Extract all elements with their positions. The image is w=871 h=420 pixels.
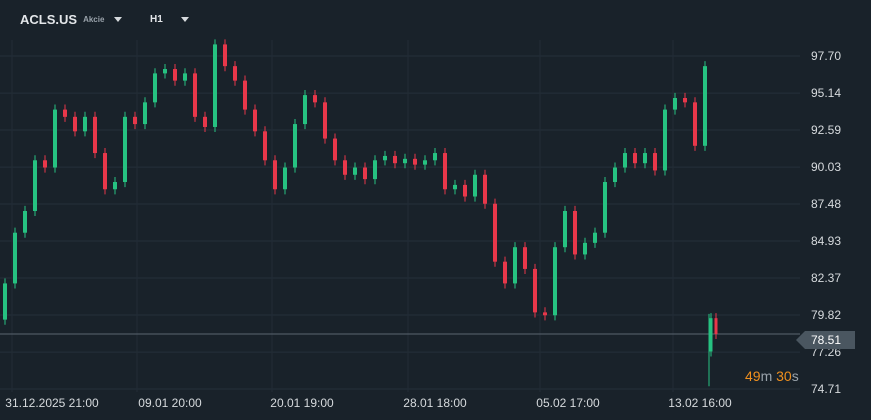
candle-body [313, 95, 317, 103]
candle-body [323, 102, 327, 139]
candle-body [613, 167, 617, 183]
candle-body [153, 73, 157, 103]
instrument-type: Akcie [83, 14, 105, 24]
x-tick-label: 05.02 17:00 [536, 396, 600, 410]
y-tick-label: 82.37 [811, 271, 842, 286]
candle-body [623, 153, 627, 168]
candle-body [293, 124, 297, 168]
candle-body [413, 158, 417, 165]
y-tick-label: 90.03 [811, 160, 842, 175]
candle-body [363, 167, 367, 180]
candle-body [253, 109, 257, 132]
candle-body [563, 210, 567, 248]
chevron-down-icon[interactable] [180, 16, 189, 22]
candle-body [173, 69, 177, 81]
candle-body [633, 153, 637, 164]
candle-body [433, 153, 437, 161]
x-tick-label: 13.02 16:00 [668, 396, 732, 410]
candle-body [709, 318, 713, 352]
candle-body [243, 80, 247, 110]
y-tick-label: 74.71 [811, 382, 842, 396]
x-tick-label: 09.01 20:00 [138, 396, 202, 410]
chevron-down-icon[interactable] [114, 16, 123, 22]
candle-body [653, 153, 657, 171]
candle-body [443, 153, 447, 190]
candle-body [233, 66, 237, 81]
candle-body [103, 153, 107, 190]
candle-body [3, 283, 7, 320]
candle-body [593, 232, 597, 243]
candle-body [663, 109, 667, 171]
candle-body [93, 116, 97, 154]
symbol-name: ACLS.US [20, 11, 78, 27]
candle-body [403, 158, 407, 164]
y-tick-label: 97.70 [811, 49, 842, 63]
candle-body [483, 174, 487, 204]
candle-body [393, 155, 397, 164]
candle-body [714, 318, 718, 334]
candle-body [133, 116, 137, 125]
candle-body [223, 44, 227, 67]
candle-body [213, 44, 217, 127]
candle-body [143, 102, 147, 125]
candle-body [373, 160, 377, 180]
candle-body [73, 116, 77, 132]
x-tick-label: 20.01 19:00 [270, 396, 334, 410]
candle-body [693, 102, 697, 146]
candle-body [183, 73, 187, 81]
candle-body [283, 167, 287, 190]
candle-body [63, 109, 67, 117]
symbol-selector[interactable]: ACLS.US Akcie [20, 10, 123, 28]
timeframe-selector[interactable]: H1 [150, 10, 189, 28]
candle-body [543, 312, 547, 316]
candle-body [203, 116, 207, 127]
candle-body [263, 131, 267, 161]
timeframe-label: H1 [150, 13, 163, 25]
y-tick-label: 95.14 [811, 86, 842, 101]
candle-body [673, 98, 677, 110]
candle-body [503, 261, 507, 284]
candle-body [163, 69, 167, 74]
candle-body [573, 210, 577, 255]
y-tick-label: 87.48 [811, 197, 842, 212]
candle-body [643, 153, 647, 164]
candle-body [583, 242, 587, 255]
candle-body [473, 174, 477, 197]
candle-body [453, 184, 457, 190]
candle-body [463, 184, 467, 197]
y-tick-label: 84.93 [811, 233, 842, 248]
candle-body [23, 210, 27, 233]
candle-body [53, 109, 57, 168]
candle-body [523, 247, 527, 269]
candle-body [683, 98, 687, 103]
candle-body [343, 160, 347, 175]
candle-body [493, 203, 497, 262]
candle-body [553, 247, 557, 316]
candle-body [273, 160, 277, 190]
candle-body [83, 116, 87, 132]
candle-body [43, 160, 47, 168]
candle-body [13, 232, 17, 284]
candle-body [703, 66, 707, 146]
candle-body [533, 268, 537, 313]
candle-countdown: 49m 30s [745, 368, 799, 384]
candle-body [423, 160, 427, 165]
candle-body [353, 167, 357, 175]
candle-body [113, 182, 117, 190]
candle-body [123, 116, 127, 183]
y-tick-label: 79.82 [811, 307, 842, 322]
candle-body [513, 247, 517, 284]
candle-body [303, 95, 307, 125]
candle-body [193, 73, 197, 117]
x-tick-label: 31.12.2025 21:00 [5, 396, 99, 410]
candle-body [383, 155, 387, 161]
y-tick-label: 92.59 [811, 123, 842, 138]
x-tick-label: 28.01 18:00 [403, 396, 467, 410]
candle-body [603, 182, 607, 233]
candle-body [333, 138, 337, 161]
current-price-label: 78.51 [796, 331, 855, 349]
candle-body [33, 160, 37, 211]
